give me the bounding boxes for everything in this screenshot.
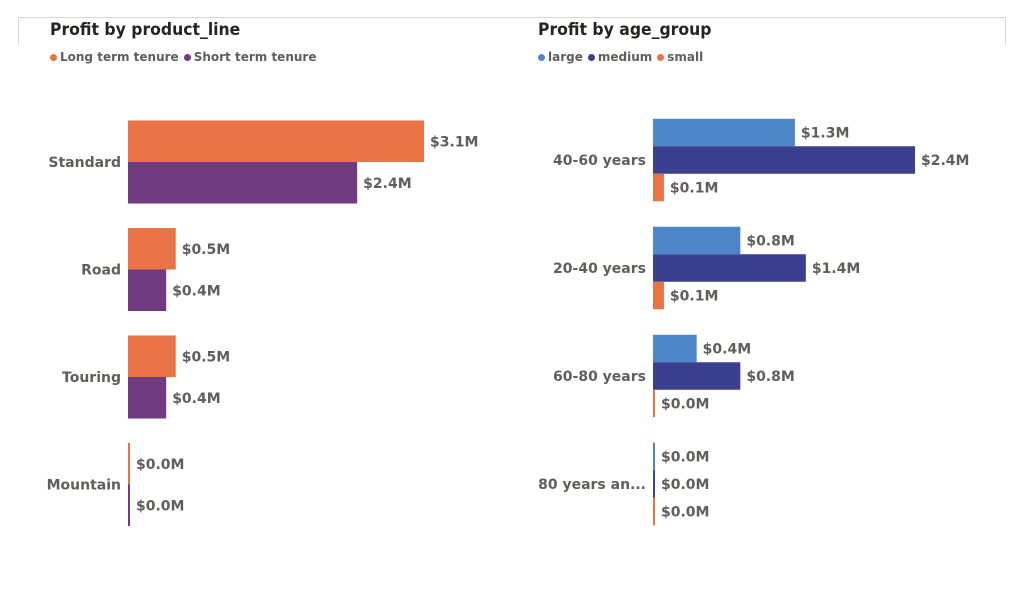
data-label: $0.0M (661, 397, 709, 413)
data-label: $0.0M (136, 457, 184, 473)
chart-title: Profit by age_group (538, 20, 712, 40)
legend-item[interactable]: Short term tenure (183, 50, 317, 64)
data-label: $1.4M (812, 261, 860, 277)
bar-chart-age-group: 40-60 years $1.3M $2.4M $0.1M 20-40 years $0.… (538, 118, 969, 526)
chart-panel-product-line: Profit by product_line Long term tenure … (47, 20, 478, 527)
chart-panel-age-group: Profit by age_group large medium small 4… (512, 0, 1024, 592)
data-label: $0.4M (172, 283, 220, 299)
data-label: $0.4M (172, 391, 220, 407)
bar[interactable] (653, 173, 664, 202)
legend-label: Long term tenure (60, 50, 179, 64)
category-label: Touring (62, 370, 121, 386)
legend-item[interactable]: small (657, 50, 703, 64)
bar[interactable] (128, 484, 130, 527)
legend-item[interactable]: large (538, 50, 583, 64)
bar[interactable] (653, 254, 806, 282)
legend-label: medium (597, 50, 653, 64)
data-label: $0.1M (670, 181, 718, 197)
legend-dot-icon (587, 53, 595, 61)
bar[interactable] (653, 118, 795, 147)
chart-title: Profit by product_line (50, 20, 241, 40)
category-label: Mountain (47, 478, 121, 494)
legend-label: Short term tenure (193, 50, 317, 64)
bar[interactable] (128, 120, 424, 163)
bar[interactable] (128, 228, 176, 270)
data-label: $0.8M (746, 369, 794, 385)
category-label: 80 years an... (538, 477, 646, 493)
data-label: $2.4M (921, 153, 969, 169)
data-label: $0.5M (182, 242, 230, 258)
legend-dot-icon (50, 53, 57, 61)
bar[interactable] (128, 269, 167, 312)
bar[interactable] (653, 334, 697, 363)
bar[interactable] (653, 226, 741, 255)
bar[interactable] (653, 470, 655, 498)
bar[interactable] (653, 389, 655, 418)
bar-chart-product-line: Standard $3.1M $2.4M Road $0.5M $0.4M Touring $… (47, 120, 478, 527)
legend-dot-icon (183, 53, 191, 61)
legend-item[interactable]: Long term tenure (50, 50, 179, 64)
data-label: $0.1M (670, 289, 718, 305)
chart-legend: Long term tenure Short term tenure (50, 50, 321, 64)
bar[interactable] (653, 442, 655, 471)
category-label: 40-60 years (553, 153, 646, 169)
data-label: $3.1M (430, 134, 478, 150)
data-label: $0.8M (746, 234, 794, 250)
data-label: $0.4M (703, 342, 751, 358)
category-label: 20-40 years (553, 261, 646, 277)
bar[interactable] (128, 443, 130, 485)
legend-label: large (548, 50, 583, 64)
legend-dot-icon (538, 53, 545, 61)
bar[interactable] (653, 281, 664, 310)
category-label: Road (81, 263, 121, 279)
data-label: $1.3M (801, 126, 849, 142)
legend-dot-icon (657, 53, 665, 61)
chart-legend: large medium small (538, 50, 708, 64)
visual-container-border (18, 17, 1006, 45)
data-label: $2.4M (363, 176, 411, 192)
bar[interactable] (653, 362, 741, 390)
legend-label: small (667, 50, 704, 64)
data-label: $0.0M (661, 505, 709, 521)
bar[interactable] (653, 146, 915, 174)
bar[interactable] (653, 497, 655, 526)
data-label: $0.5M (182, 349, 230, 365)
bar[interactable] (128, 162, 358, 204)
bar[interactable] (128, 335, 176, 378)
category-label: Standard (48, 155, 121, 171)
data-label: $0.0M (661, 450, 709, 466)
bar[interactable] (128, 377, 167, 419)
data-label: $0.0M (661, 477, 709, 493)
data-label: $0.0M (136, 498, 184, 514)
legend-item[interactable]: medium (587, 50, 653, 64)
category-label: 60-80 years (553, 369, 646, 385)
